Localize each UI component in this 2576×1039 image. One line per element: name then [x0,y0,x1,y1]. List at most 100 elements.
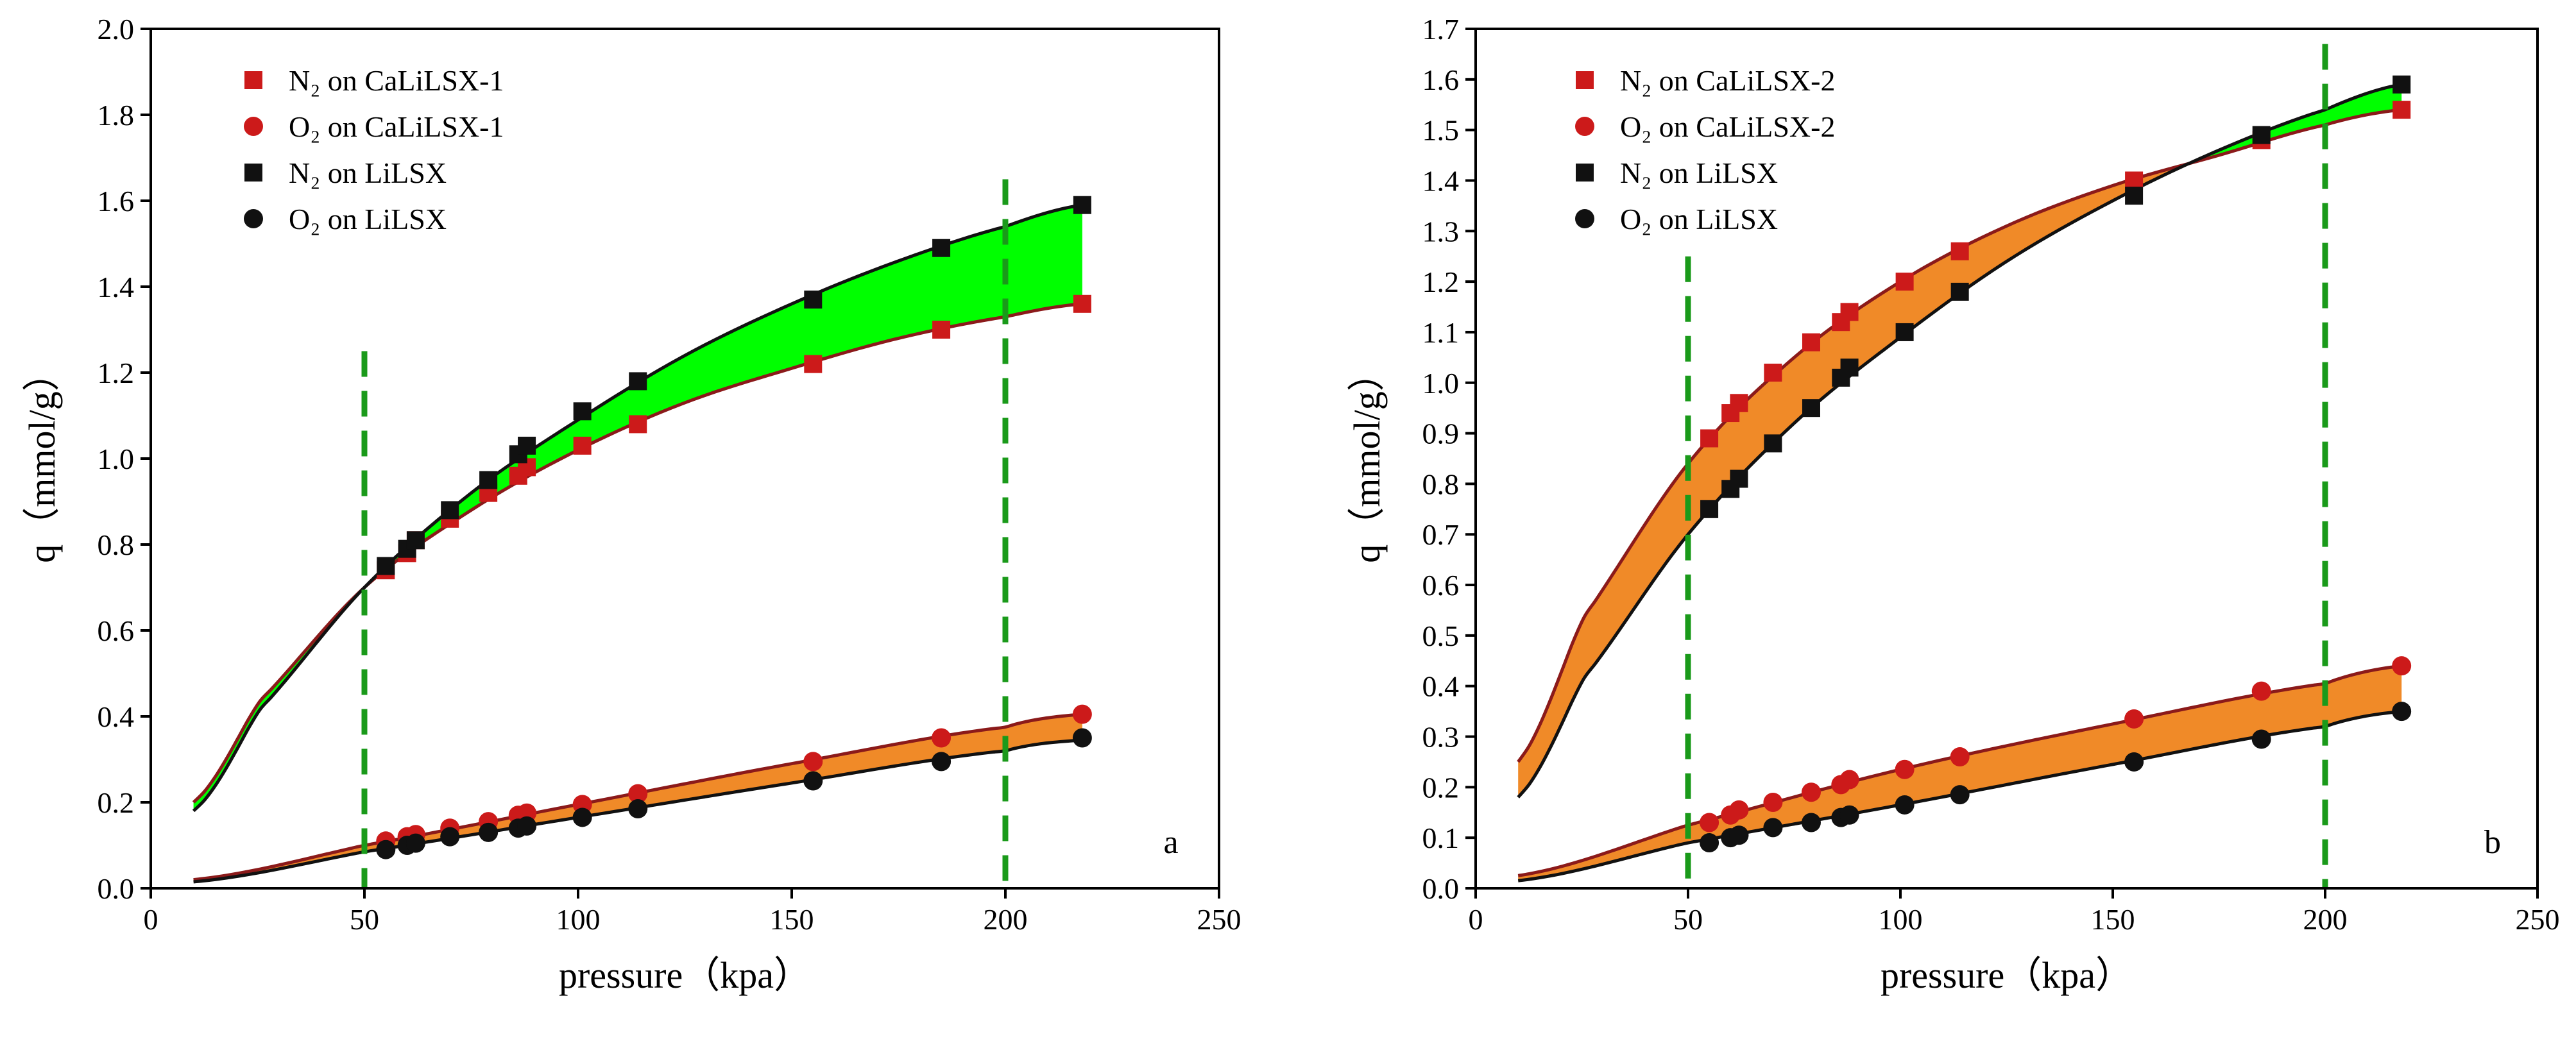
data-point-circle [1763,818,1783,838]
data-point-circle [1729,800,1749,820]
panel-letter: a [1163,824,1178,861]
data-point-square [406,531,425,550]
data-point-square [932,321,951,339]
y-tick-label: 0.8 [1422,468,1460,500]
y-tick-label: 1.4 [98,271,135,303]
legend-marker-circle [1575,209,1594,228]
x-tick-label: 250 [2516,903,2560,936]
y-tick-label: 1.3 [1422,215,1460,248]
data-point-square [629,415,647,434]
data-point-circle [440,827,460,847]
y-tick-label: 1.0 [98,443,135,475]
data-point-circle [1763,793,1783,812]
data-point-square [1073,196,1091,214]
data-point-circle [1895,759,1915,779]
panel-letter: b [2484,824,2501,861]
legend-marker-circle [244,117,263,136]
x-axis-label: pressure（kpa） [559,954,811,996]
band-0 [193,205,1082,811]
y-tick-label: 1.4 [1422,164,1460,197]
data-point-circle [2392,656,2412,676]
band-0-segment [2195,84,2402,162]
band-0-segment [1518,160,2196,798]
data-point-circle [1895,795,1915,815]
y-axis-label: q（mmol/g） [1346,354,1388,562]
data-point-square [1802,333,1820,351]
y-tick-label: 1.2 [1422,266,1460,298]
data-point-square [2125,171,2144,190]
x-tick-label: 0 [144,903,158,936]
data-point-square [479,471,498,489]
data-point-square [932,239,951,257]
data-point-square [1950,282,1969,301]
data-point-square [1895,323,1914,341]
data-point-circle [2124,752,2144,772]
y-tick-label: 1.1 [1422,316,1460,349]
data-point-square [518,436,536,455]
data-point-square [1764,364,1782,382]
x-tick-label: 100 [1879,903,1923,936]
y-tick-label: 0.9 [1422,418,1460,450]
data-point-square [1802,399,1820,418]
data-point-circle [1839,770,1859,790]
x-tick-label: 50 [1673,903,1703,936]
data-point-circle [932,728,951,748]
data-point-circle [803,752,823,772]
y-tick-label: 0.4 [1422,670,1460,703]
data-point-circle [1839,805,1859,825]
band-1 [1518,666,2402,881]
data-point-circle [2124,709,2144,729]
data-point-square [1764,434,1782,453]
data-point-square [1840,359,1859,377]
legend-label: N₂ on CaLiLSX-1 [289,64,504,97]
data-point-square [573,402,592,421]
data-point-square [1840,303,1859,321]
data-point-circle [517,816,537,836]
y-tick-label: 0.6 [1422,569,1460,602]
data-point-square [377,557,395,575]
x-tick-label: 100 [556,903,601,936]
data-point-square [441,501,459,520]
legend-label: O₂ on CaLiLSX-2 [1620,110,1835,143]
data-point-circle [2392,702,2412,722]
legend-label: O₂ on CaLiLSX-1 [289,110,504,143]
x-tick-label: 200 [984,903,1028,936]
y-tick-label: 0.6 [98,614,135,647]
legend-marker-circle [244,209,263,228]
data-point-circle [2251,681,2271,701]
y-tick-label: 1.6 [98,185,135,217]
data-point-square [629,372,647,391]
x-tick-label: 150 [770,903,814,936]
data-point-circle [572,807,592,827]
x-tick-label: 0 [1469,903,1483,936]
data-point-square [1073,294,1091,313]
y-tick-label: 0.0 [1422,872,1460,905]
y-tick-label: 0.4 [98,700,135,733]
data-point-square [1730,469,1748,488]
data-point-square [1730,394,1748,412]
chart-panel-a: 0 50 100 150 200 250 0.0 0.2 0.4 0.6 0.8 1.0 1.2 1.4 1… [21,13,1241,996]
data-point-square [1700,500,1719,518]
data-point-square [1895,273,1914,291]
y-tick-label: 0.8 [98,528,135,561]
y-tick-label: 0.2 [1422,771,1460,804]
legend-marker-circle [1575,117,1594,136]
y-tick-label: 0.1 [1422,822,1460,854]
data-point-circle [628,784,648,804]
data-point-circle [1700,813,1719,832]
legend-label: O₂ on LiLSX [289,203,447,235]
data-point-square [2393,75,2411,94]
y-tick-label: 1.2 [98,357,135,389]
data-point-circle [1801,813,1821,832]
y-tick-label: 1.5 [1422,114,1460,147]
legend-marker-square [1576,164,1594,182]
data-point-circle [628,799,648,819]
data-point-circle [932,752,951,772]
y-tick-label: 0.3 [1422,721,1460,754]
data-point-circle [405,833,425,853]
y-tick-label: 1.7 [1422,13,1460,46]
data-point-circle [376,840,396,859]
y-tick-label: 0.5 [1422,620,1460,652]
